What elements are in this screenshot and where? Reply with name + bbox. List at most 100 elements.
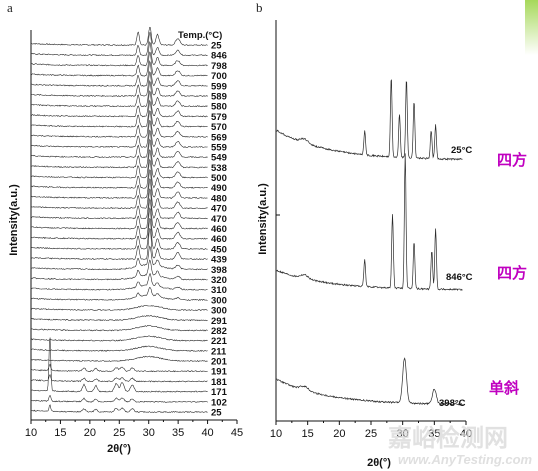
panel-b-x-tick-label: 30 bbox=[397, 428, 409, 440]
panel-a-temp-label: 291 bbox=[211, 316, 228, 327]
panel-a-temp-label: 282 bbox=[211, 326, 227, 337]
panel-a-series-31 bbox=[30, 355, 208, 362]
panel-a-temp-label: 25 bbox=[211, 41, 222, 52]
panel-a-temp-label: 25 bbox=[211, 408, 222, 419]
panel-a-series-30 bbox=[30, 345, 208, 352]
panel-a-temp-label: 480 bbox=[211, 193, 227, 204]
panel-a-series-3 bbox=[30, 51, 208, 77]
panel-a-temp-label: 320 bbox=[211, 275, 227, 286]
panel-a-series-21 bbox=[30, 227, 208, 261]
panel-a-temp-label: 102 bbox=[211, 397, 227, 408]
panel-a-temp-label: 300 bbox=[211, 295, 227, 306]
panel-a-temp-label: 490 bbox=[211, 183, 227, 194]
panel-a-temp-label: 700 bbox=[211, 71, 227, 82]
panel-a-series-1 bbox=[30, 32, 208, 57]
panel-a-temp-label: 201 bbox=[211, 357, 228, 368]
panel-b-x-tick-label: 35 bbox=[428, 428, 440, 440]
panel-a-series-33 bbox=[30, 374, 208, 383]
panel-a-letter: a bbox=[7, 0, 13, 15]
panel-a-series-15 bbox=[30, 169, 208, 199]
panel-b-series-label: 25°C bbox=[451, 145, 472, 156]
panel-a-series-26 bbox=[30, 305, 208, 311]
panel-b-ylabel: Intensity(a.u.) bbox=[257, 183, 269, 255]
panel-a-temp-label: 181 bbox=[211, 377, 228, 388]
panel-a-x-tick-label: 45 bbox=[231, 427, 243, 439]
panel-a-x-tick-label: 20 bbox=[84, 427, 96, 439]
panel-a-temp-label: 310 bbox=[211, 285, 227, 296]
panel-a-series-25 bbox=[30, 286, 208, 301]
panel-a-temp-label: 570 bbox=[211, 122, 227, 133]
panel-a-temp-label: 549 bbox=[211, 153, 227, 164]
panel-a-temp-label: 439 bbox=[211, 255, 227, 266]
panel-a-temp-label: 579 bbox=[211, 112, 227, 123]
panel-a-series-18 bbox=[31, 197, 208, 230]
panel-a-series-10 bbox=[31, 119, 208, 148]
panel-a-series-36 bbox=[30, 404, 208, 413]
panel-b-x-tick-label: 15 bbox=[302, 428, 314, 440]
watermark-en: www.AnyTesting.com bbox=[398, 452, 533, 467]
panel-a-temp-label: 191 bbox=[211, 367, 228, 378]
panel-a-temp-label: 559 bbox=[211, 142, 227, 153]
panel-a-temp-label: 470 bbox=[211, 204, 227, 215]
panel-a-temp-label: 580 bbox=[211, 102, 227, 113]
panel-a-x-tick-label: 35 bbox=[172, 427, 184, 439]
panel-a-legend-title: Temp.(°C) bbox=[178, 30, 222, 41]
panel-a-series-2 bbox=[30, 41, 208, 67]
watermark-cn: 嘉峪检测网 bbox=[388, 424, 508, 452]
panel-a-series-8 bbox=[30, 99, 208, 128]
panel-a-series-6 bbox=[30, 80, 208, 108]
panel-b-x-tick-label: 40 bbox=[460, 428, 472, 440]
panel-b: 10 15 20 25 30 35 40 25°C 四方 846°C 四方 398°C 单斜 bbox=[270, 20, 527, 440]
panel-b-x-tick-label: 10 bbox=[270, 428, 282, 440]
panel-a-series-32 bbox=[30, 363, 208, 373]
panel-a-temp-label: 798 bbox=[211, 61, 227, 72]
panel-a-series-24 bbox=[30, 273, 208, 291]
panel-a-series-20 bbox=[30, 217, 208, 250]
panel-a-series-0 bbox=[31, 26, 208, 46]
panel-a-x-tick-label: 25 bbox=[113, 427, 125, 439]
panel-a-temp-label: 470 bbox=[211, 214, 227, 225]
panel-a-x-tick-label: 30 bbox=[143, 427, 155, 439]
panel-a-series-7 bbox=[30, 90, 208, 118]
panel-a-x-tick-label: 40 bbox=[201, 427, 213, 439]
panel-a-temp-label: 171 bbox=[211, 387, 228, 398]
panel-a-series-35 bbox=[30, 394, 208, 403]
panel-a-x-tick-label: 15 bbox=[54, 427, 66, 439]
panel-b-letter: b bbox=[256, 0, 263, 15]
panel-b-x-tick-label: 20 bbox=[333, 428, 345, 440]
panel-a-series-27 bbox=[30, 314, 208, 322]
panel-a-series-13 bbox=[30, 149, 208, 179]
panel-a-temp-label: 398 bbox=[211, 265, 227, 276]
panel-a-series-11 bbox=[30, 129, 208, 159]
panel-a-temp-label: 221 bbox=[211, 336, 228, 347]
panel-b-series-0 bbox=[275, 79, 463, 161]
panel-b-x-tick-label: 25 bbox=[365, 428, 377, 440]
panel-b-series-2 bbox=[275, 357, 463, 406]
panel-a-temp-label: 460 bbox=[211, 234, 227, 245]
panel-b-series-1 bbox=[275, 153, 463, 292]
panel-a-x-tick-label: 10 bbox=[25, 427, 37, 439]
panel-a-temp-label: 569 bbox=[211, 132, 227, 143]
panel-a-temp-label: 599 bbox=[211, 81, 227, 92]
panel-a-xlabel: 2θ(°) bbox=[107, 443, 131, 455]
panel-a-temp-label: 538 bbox=[211, 163, 227, 174]
panel-a-temp-label: 589 bbox=[211, 91, 227, 102]
panel-a-series-4 bbox=[30, 60, 208, 87]
panel-b-series-label: 846°C bbox=[446, 272, 473, 283]
panel-a-series-9 bbox=[30, 110, 208, 138]
panel-a: 10 15 20 25 30 35 40 45258467987005995895805795… bbox=[25, 26, 243, 439]
panel-b-phase-label: 单斜 bbox=[489, 379, 519, 397]
panel-b-phase-label: 四方 bbox=[497, 264, 527, 282]
panel-a-temp-label: 460 bbox=[211, 224, 227, 235]
panel-a-temp-label: 211 bbox=[211, 346, 227, 357]
panel-a-series-28 bbox=[30, 325, 208, 332]
panel-a-series-19 bbox=[30, 207, 208, 240]
panel-a-series-5 bbox=[30, 71, 208, 97]
panel-a-series-12 bbox=[30, 138, 208, 169]
panel-a-temp-label: 300 bbox=[211, 306, 227, 317]
panel-a-series-16 bbox=[30, 178, 208, 210]
panel-a-series-17 bbox=[30, 188, 208, 220]
panel-a-series-34 bbox=[30, 337, 208, 393]
panel-b-series-label: 398°C bbox=[439, 398, 466, 409]
